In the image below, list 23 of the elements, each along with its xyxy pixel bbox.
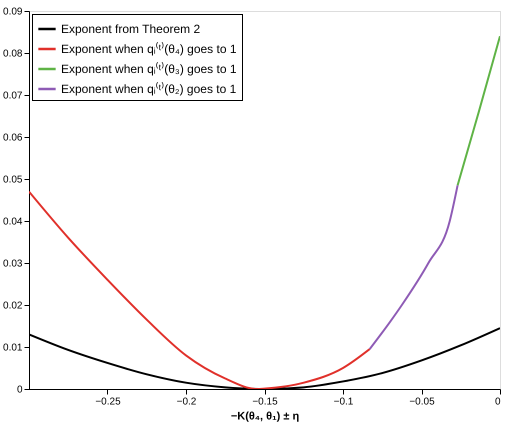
x-tick-label: −0.2 bbox=[176, 396, 197, 408]
line-series bbox=[29, 190, 371, 389]
x-tick-label: 0 bbox=[494, 396, 501, 408]
x-tick-label: −0.05 bbox=[409, 396, 436, 408]
y-tick-label: 0.06 bbox=[3, 132, 23, 144]
y-tick-label: 0.09 bbox=[3, 6, 23, 18]
y-tick-label: 0 bbox=[16, 384, 23, 396]
x-axis-title: −K(θ₄, θ₁) ± η bbox=[230, 410, 300, 422]
line-series bbox=[368, 184, 459, 350]
y-tick-label: 0.02 bbox=[3, 300, 23, 312]
legend-label: Exponent from Theorem 2 bbox=[61, 22, 201, 36]
x-tick-label: −0.25 bbox=[95, 396, 122, 408]
legend-label: Exponent when qᵢ⁽ᵗ⁾(θ₂) goes to 1 bbox=[61, 82, 237, 96]
y-tick-label: 0.01 bbox=[3, 342, 23, 354]
y-tick-label: 0.03 bbox=[3, 258, 23, 270]
x-tick-label: −0.1 bbox=[334, 396, 354, 408]
legend-label: Exponent when qᵢ⁽ᵗ⁾(θ₄) goes to 1 bbox=[61, 42, 237, 56]
y-tick-label: 0.08 bbox=[3, 48, 23, 60]
y-tick-label: 0.07 bbox=[3, 90, 23, 102]
y-tick-label: 0.04 bbox=[3, 216, 23, 228]
x-tick-label: −0.15 bbox=[252, 396, 278, 408]
y-tick-label: 0.05 bbox=[3, 174, 23, 186]
legend-label: Exponent when qᵢ⁽ᵗ⁾(θ₃) goes to 1 bbox=[61, 62, 237, 76]
